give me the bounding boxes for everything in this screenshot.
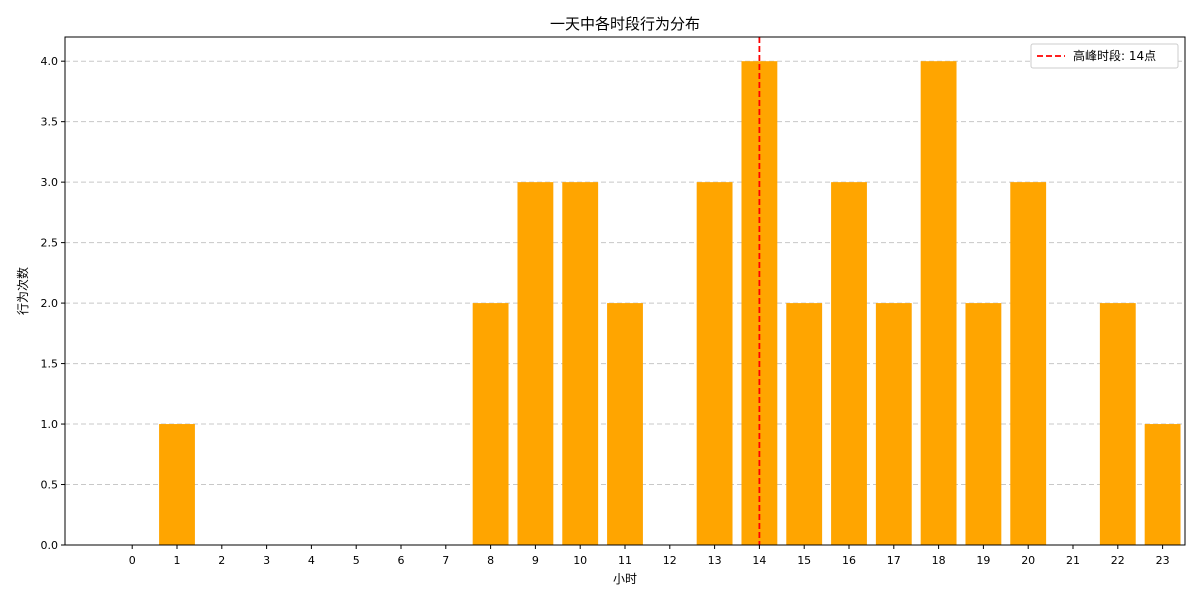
bar-hour-23 [1144, 424, 1181, 545]
bar-hour-9 [517, 182, 554, 545]
chart-title: 一天中各时段行为分布 [550, 15, 700, 33]
x-axis-title: 小时 [613, 572, 637, 586]
x-tick-label: 2 [218, 554, 225, 567]
bar-hour-17 [875, 303, 912, 545]
x-tick-label: 6 [398, 554, 405, 567]
x-tick-label: 16 [842, 554, 856, 567]
x-tick-label: 1 [174, 554, 181, 567]
y-tick-label: 2.5 [41, 237, 59, 250]
bar-hour-18 [920, 61, 957, 545]
x-tick-label: 7 [442, 554, 449, 567]
x-tick-label: 20 [1021, 554, 1035, 567]
bar-hour-19 [965, 303, 1002, 545]
bar-hour-8 [472, 303, 509, 545]
bar-hour-15 [786, 303, 823, 545]
x-tick-label: 14 [752, 554, 766, 567]
x-tick-label: 8 [487, 554, 494, 567]
x-tick-label: 15 [797, 554, 811, 567]
y-tick-label: 3.5 [41, 116, 59, 129]
x-tick-label: 5 [353, 554, 360, 567]
x-tick-label: 4 [308, 554, 315, 567]
bar-hour-16 [831, 182, 867, 545]
x-tick-label: 0 [129, 554, 136, 567]
x-tick-label: 3 [263, 554, 270, 567]
x-tick-label: 18 [932, 554, 946, 567]
y-tick-label: 4.0 [41, 55, 59, 68]
x-tick-label: 23 [1156, 554, 1170, 567]
x-tick-label: 17 [887, 554, 901, 567]
legend: 高峰时段: 14点 [1030, 43, 1179, 69]
x-tick-label: 13 [708, 554, 722, 567]
bars [159, 61, 1181, 545]
x-tick-label: 11 [618, 554, 632, 567]
x-tick-label: 19 [976, 554, 990, 567]
bar-hour-10 [562, 182, 599, 545]
bar-hour-1 [159, 424, 195, 545]
x-tick-label: 21 [1066, 554, 1080, 567]
y-tick-label: 1.5 [41, 358, 59, 371]
x-axis-ticks: 0 1 2 3 4 5 6 7 8 9 10 11 12 13 14 15 16 17 18 19 20 21 22 23 [129, 545, 1170, 567]
legend-reference-label: 高峰时段: 14点 [1073, 48, 1156, 63]
y-tick-label: 2.0 [41, 297, 59, 310]
x-tick-label: 9 [532, 554, 539, 567]
y-tick-label: 3.0 [41, 176, 59, 189]
y-axis-ticks: 0.0 0.5 1.0 1.5 2.0 2.5 3.0 3.5 4.0 [41, 55, 65, 552]
bar-hour-20 [1010, 182, 1047, 545]
y-tick-label: 0.0 [41, 539, 59, 552]
legend-box [1030, 43, 1179, 69]
x-tick-label: 22 [1111, 554, 1125, 567]
y-tick-label: 1.0 [41, 418, 59, 431]
bar-hour-22 [1099, 303, 1136, 545]
y-tick-label: 0.5 [41, 479, 59, 492]
bar-hour-13 [696, 182, 733, 545]
x-tick-label: 12 [663, 554, 677, 567]
x-tick-label: 10 [573, 554, 587, 567]
bar-hour-11 [607, 303, 643, 545]
y-axis-title: 行为次数 [15, 267, 30, 315]
